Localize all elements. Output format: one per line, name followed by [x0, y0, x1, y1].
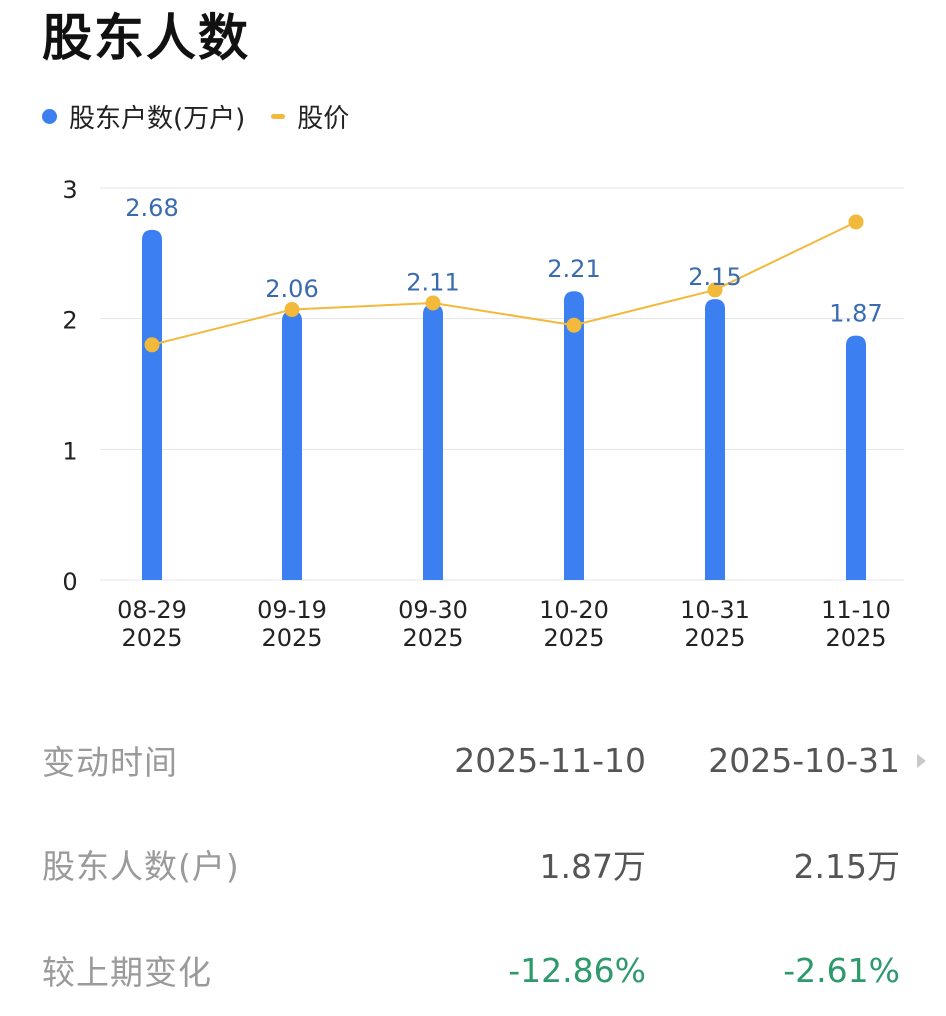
- price-point: [144, 337, 160, 353]
- legend-bar-label: 股东户数(万户): [69, 103, 246, 134]
- row-value-latest: 2025-11-10: [454, 740, 646, 780]
- row-value-latest: -12.86%: [508, 950, 646, 990]
- chart-legend: 股东户数(万户) 股价: [42, 96, 349, 136]
- x-tick-label: 08-29: [117, 596, 187, 624]
- x-tick-year-label: 2025: [684, 624, 745, 652]
- bar-value-label: 2.21: [547, 255, 600, 283]
- bar: [423, 304, 443, 580]
- price-point: [707, 282, 723, 298]
- row-label: 股东人数(户): [42, 847, 240, 886]
- bar: [705, 299, 725, 580]
- legend-line-marker: [271, 113, 286, 119]
- bar-value-label: 2.06: [265, 275, 318, 303]
- legend-bar-marker: [42, 108, 57, 124]
- x-tick-label: 11-10: [821, 596, 891, 624]
- x-tick-label: 09-30: [398, 596, 468, 624]
- x-tick-year-label: 2025: [121, 624, 182, 652]
- y-tick-label: 3: [62, 176, 77, 204]
- bar-value-label: 2.15: [688, 263, 741, 291]
- bar: [846, 335, 866, 580]
- next-arrow-icon[interactable]: [917, 754, 926, 768]
- table-row-change-time: 变动时间 2025-11-10 2025-10-31: [42, 730, 926, 790]
- price-point: [425, 295, 441, 311]
- price-point: [566, 317, 582, 333]
- row-label: 变动时间: [42, 743, 178, 782]
- table-row-change-pct: 较上期变化 -12.86% -2.61%: [42, 940, 902, 1000]
- row-value-previous: 2.15万: [793, 847, 900, 886]
- x-tick-year-label: 2025: [543, 624, 604, 652]
- price-line: [151, 221, 857, 346]
- bar-value-label: 1.87: [829, 300, 882, 328]
- row-value-previous: -2.61%: [783, 950, 900, 990]
- legend-line-label: 股价: [297, 103, 350, 134]
- x-tick-label: 09-19: [257, 596, 327, 624]
- y-tick-label: 1: [62, 437, 77, 465]
- row-value-latest: 1.87万: [539, 847, 646, 886]
- table-row-holder-count: 股东人数(户) 1.87万 2.15万: [42, 834, 902, 894]
- y-tick-label: 2: [62, 307, 77, 335]
- bar: [564, 291, 584, 580]
- bar: [142, 229, 162, 580]
- x-tick-label: 10-20: [539, 596, 609, 624]
- y-tick-label: 0: [62, 568, 77, 596]
- bar-value-label: 2.11: [406, 268, 459, 296]
- row-label: 较上期变化: [42, 953, 212, 992]
- price-point: [848, 214, 864, 230]
- x-tick-year-label: 2025: [825, 624, 886, 652]
- bar: [282, 310, 302, 580]
- bar-value-label: 2.68: [125, 194, 178, 222]
- row-value-previous: 2025-10-31: [708, 740, 900, 780]
- x-tick-year-label: 2025: [402, 624, 463, 652]
- page-title: 股东人数: [42, 9, 250, 67]
- x-tick-label: 10-31: [680, 596, 750, 624]
- x-tick-year-label: 2025: [261, 624, 322, 652]
- price-point: [284, 302, 300, 318]
